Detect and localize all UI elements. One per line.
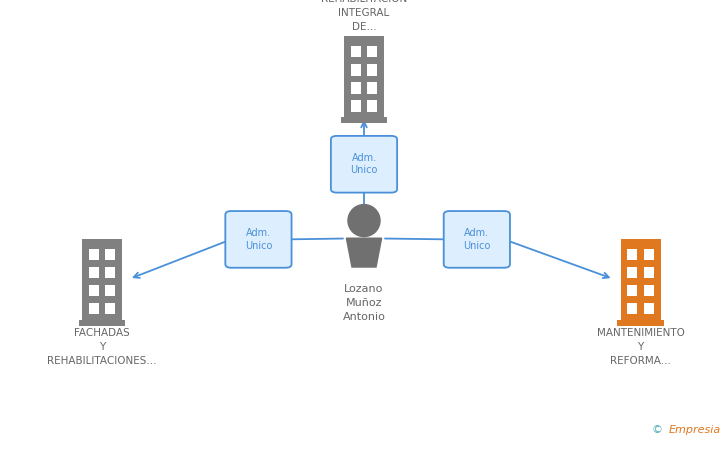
FancyBboxPatch shape — [368, 100, 377, 112]
FancyBboxPatch shape — [368, 46, 377, 58]
Text: MANTENIMIENTO
Y
REFORMA...: MANTENIMIENTO Y REFORMA... — [597, 328, 684, 366]
Text: FACHADAS
Y
REHABILITACIONES...: FACHADAS Y REHABILITACIONES... — [47, 328, 157, 366]
FancyBboxPatch shape — [351, 100, 360, 112]
FancyBboxPatch shape — [644, 285, 654, 296]
Text: Empresia: Empresia — [668, 425, 721, 435]
FancyBboxPatch shape — [89, 267, 98, 278]
FancyBboxPatch shape — [106, 285, 115, 296]
FancyBboxPatch shape — [351, 46, 360, 58]
FancyBboxPatch shape — [444, 211, 510, 268]
FancyBboxPatch shape — [226, 211, 291, 268]
Text: Adm.
Unico: Adm. Unico — [245, 228, 272, 251]
Ellipse shape — [348, 205, 380, 237]
FancyBboxPatch shape — [344, 36, 384, 117]
FancyBboxPatch shape — [351, 82, 360, 94]
FancyBboxPatch shape — [617, 320, 664, 326]
FancyBboxPatch shape — [106, 248, 115, 260]
FancyBboxPatch shape — [106, 303, 115, 314]
Text: Adm.
Unico: Adm. Unico — [463, 228, 491, 251]
FancyBboxPatch shape — [628, 303, 637, 314]
Text: REHABILITACION
INTEGRAL
DE...: REHABILITACION INTEGRAL DE... — [321, 0, 407, 32]
FancyBboxPatch shape — [331, 136, 397, 193]
FancyBboxPatch shape — [628, 267, 637, 278]
FancyBboxPatch shape — [620, 238, 661, 320]
Text: ©: © — [652, 425, 662, 435]
FancyBboxPatch shape — [368, 82, 377, 94]
FancyBboxPatch shape — [368, 64, 377, 76]
FancyBboxPatch shape — [644, 248, 654, 260]
FancyBboxPatch shape — [106, 267, 115, 278]
FancyBboxPatch shape — [628, 285, 637, 296]
Text: Lozano
Muñoz
Antonio: Lozano Muñoz Antonio — [343, 284, 385, 321]
FancyBboxPatch shape — [628, 248, 637, 260]
FancyBboxPatch shape — [644, 267, 654, 278]
FancyBboxPatch shape — [351, 64, 360, 76]
FancyBboxPatch shape — [82, 238, 122, 320]
FancyBboxPatch shape — [89, 285, 98, 296]
FancyBboxPatch shape — [79, 320, 125, 326]
Polygon shape — [347, 238, 381, 267]
FancyBboxPatch shape — [89, 248, 98, 260]
FancyBboxPatch shape — [341, 117, 387, 123]
FancyBboxPatch shape — [644, 303, 654, 314]
FancyBboxPatch shape — [89, 303, 98, 314]
Text: Adm.
Unico: Adm. Unico — [350, 153, 378, 176]
